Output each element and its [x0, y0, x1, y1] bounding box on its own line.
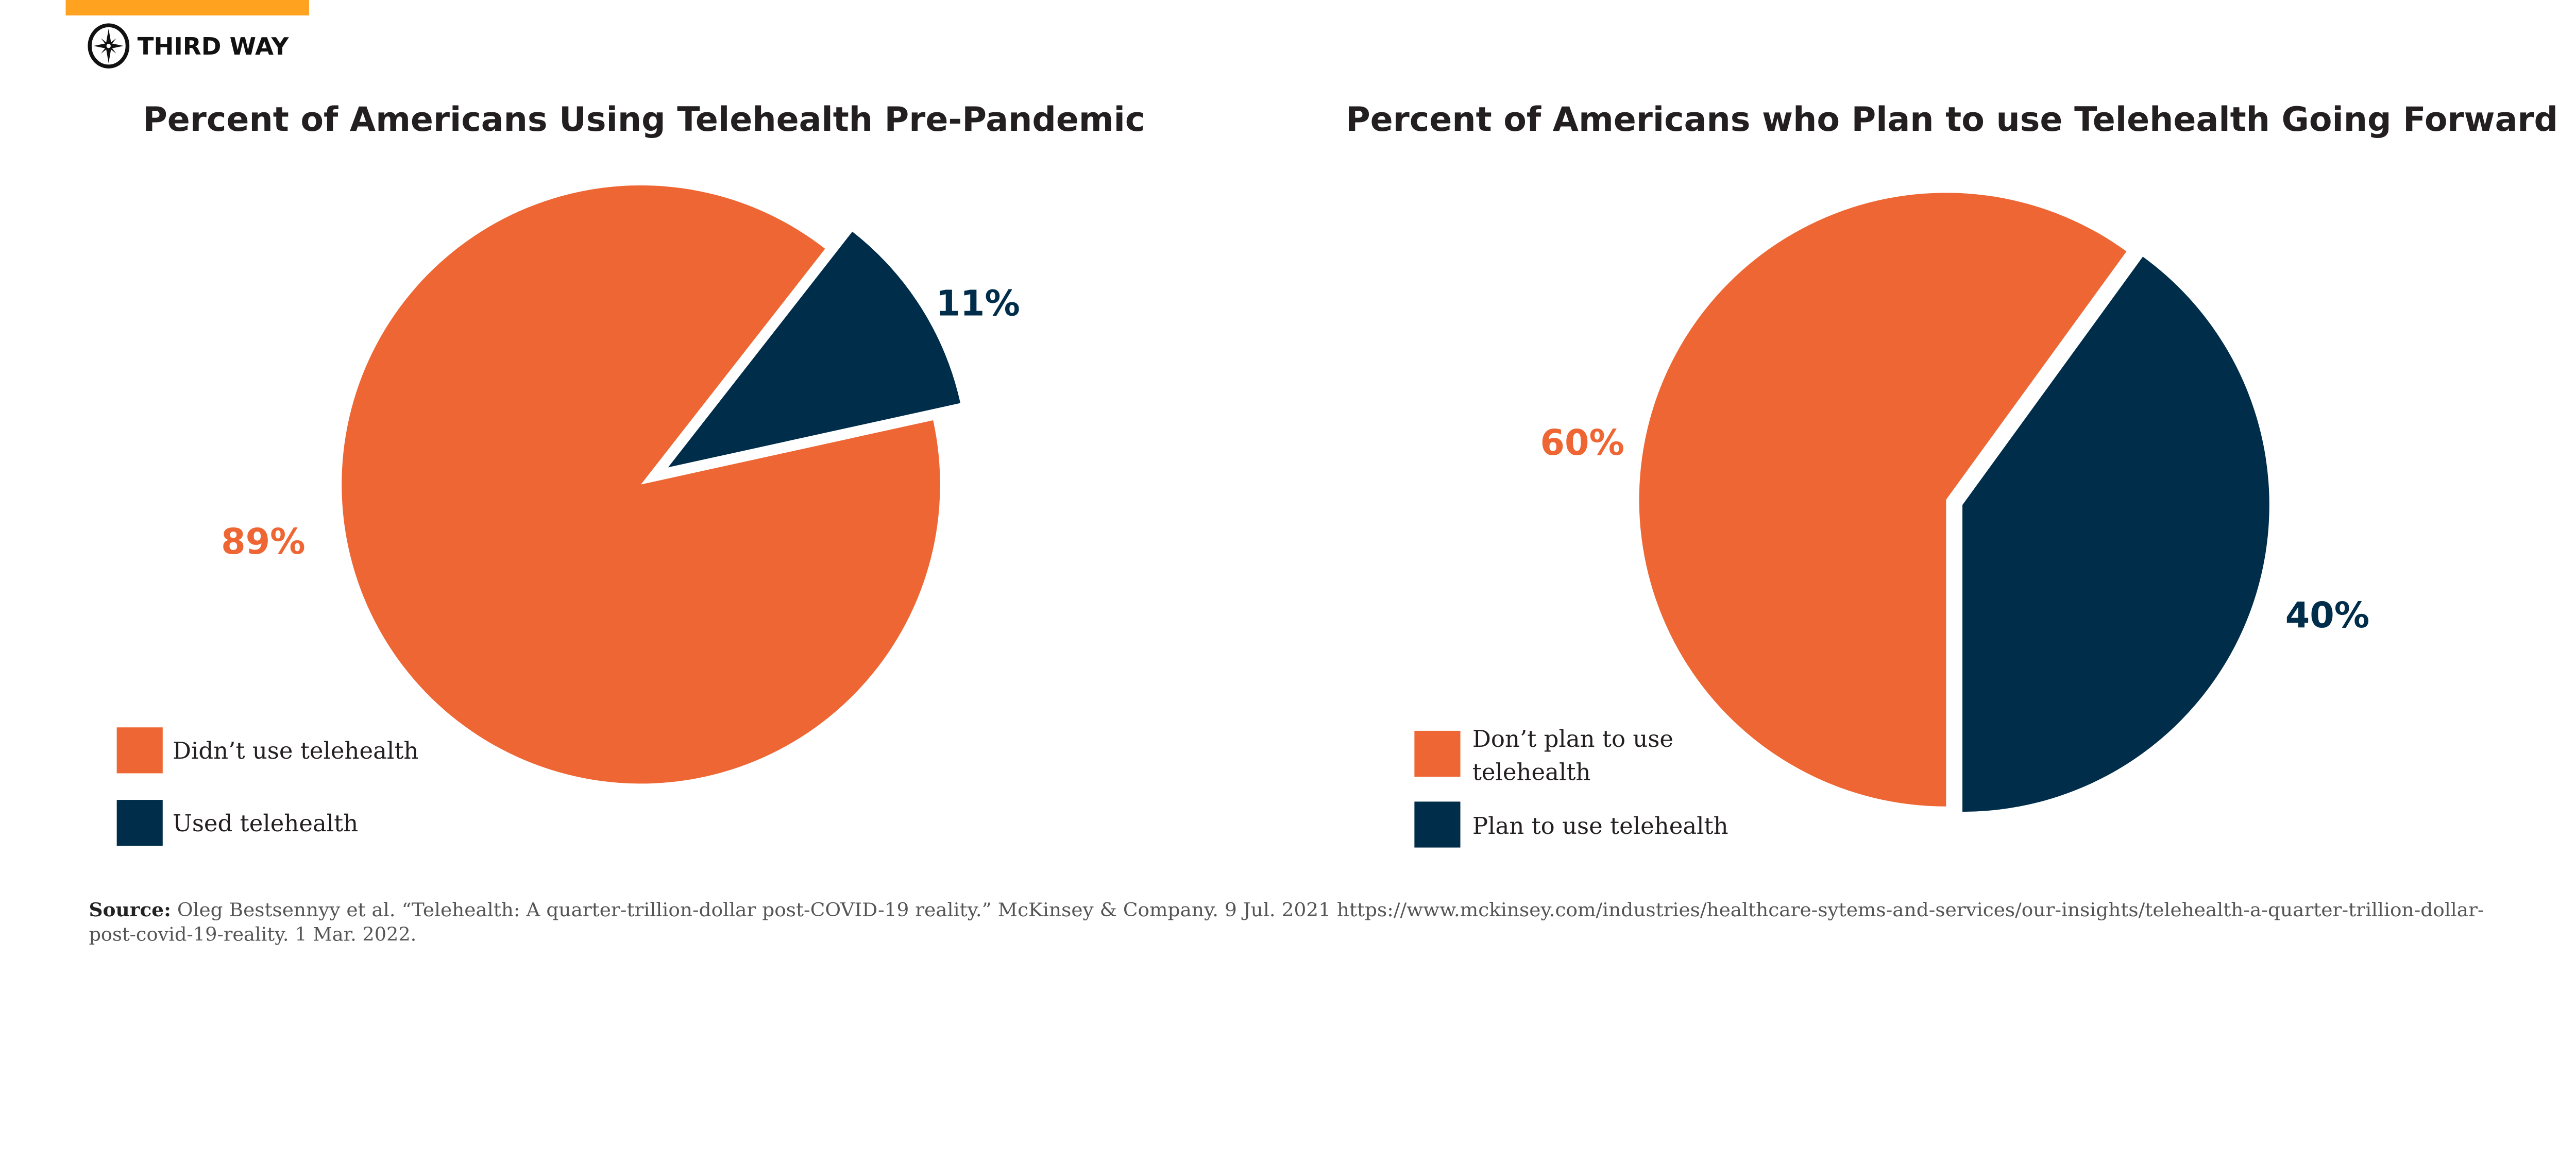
- source-text: Oleg Bestsennyy et al. “Telehealth: A qu…: [177, 899, 2484, 921]
- compass-icon: [88, 23, 130, 69]
- legend-swatch-orange: [1414, 730, 1461, 777]
- chart-2-label-dont-plan: 60%: [1540, 423, 1624, 464]
- pie-slice-navy: [1962, 256, 2269, 812]
- legend-label: telehealth: [1472, 759, 1591, 786]
- source-line-1: Source: Oleg Bestsennyy et al. “Teleheal…: [89, 899, 2484, 921]
- chart-2-legend: Don’t plan to use telehealth Plan to use…: [1414, 725, 1728, 848]
- accent-bar: [65, 0, 309, 15]
- legend-swatch-navy: [1414, 801, 1461, 848]
- chart-1-title: Percent of Americans Using Telehealth Pr…: [143, 100, 1145, 139]
- legend-label: Don’t plan to use: [1472, 725, 1673, 752]
- chart-2-title: Percent of Americans who Plan to use Tel…: [1346, 100, 2558, 139]
- legend-label: Didn’t use telehealth: [173, 737, 418, 764]
- pie-slice-navy: [668, 231, 961, 468]
- pie-chart-1: [342, 185, 961, 784]
- legend-label: Plan to use telehealth: [1472, 812, 1728, 840]
- pie-chart-2: [1639, 193, 2269, 812]
- chart-2-label-plan: 40%: [2285, 595, 2370, 636]
- chart-1-label-didnt: 89%: [221, 522, 306, 562]
- legend-swatch-orange: [116, 727, 163, 774]
- legend-label: Used telehealth: [173, 810, 358, 837]
- chart-1-label-used: 11%: [936, 283, 1020, 324]
- legend-swatch-navy: [116, 800, 163, 846]
- brand-name: THIRD WAY: [138, 33, 290, 61]
- source-line-2: post-covid-19-reality. 1 Mar. 2022.: [89, 923, 416, 945]
- source-label: Source:: [89, 899, 171, 921]
- pie-slice-orange: [1639, 193, 2127, 807]
- pie-slice-orange: [342, 185, 940, 784]
- chart-1-legend: Didn’t use telehealth Used telehealth: [116, 727, 418, 846]
- infographic: THIRD WAY Percent of Americans Using Tel…: [65, 0, 2558, 945]
